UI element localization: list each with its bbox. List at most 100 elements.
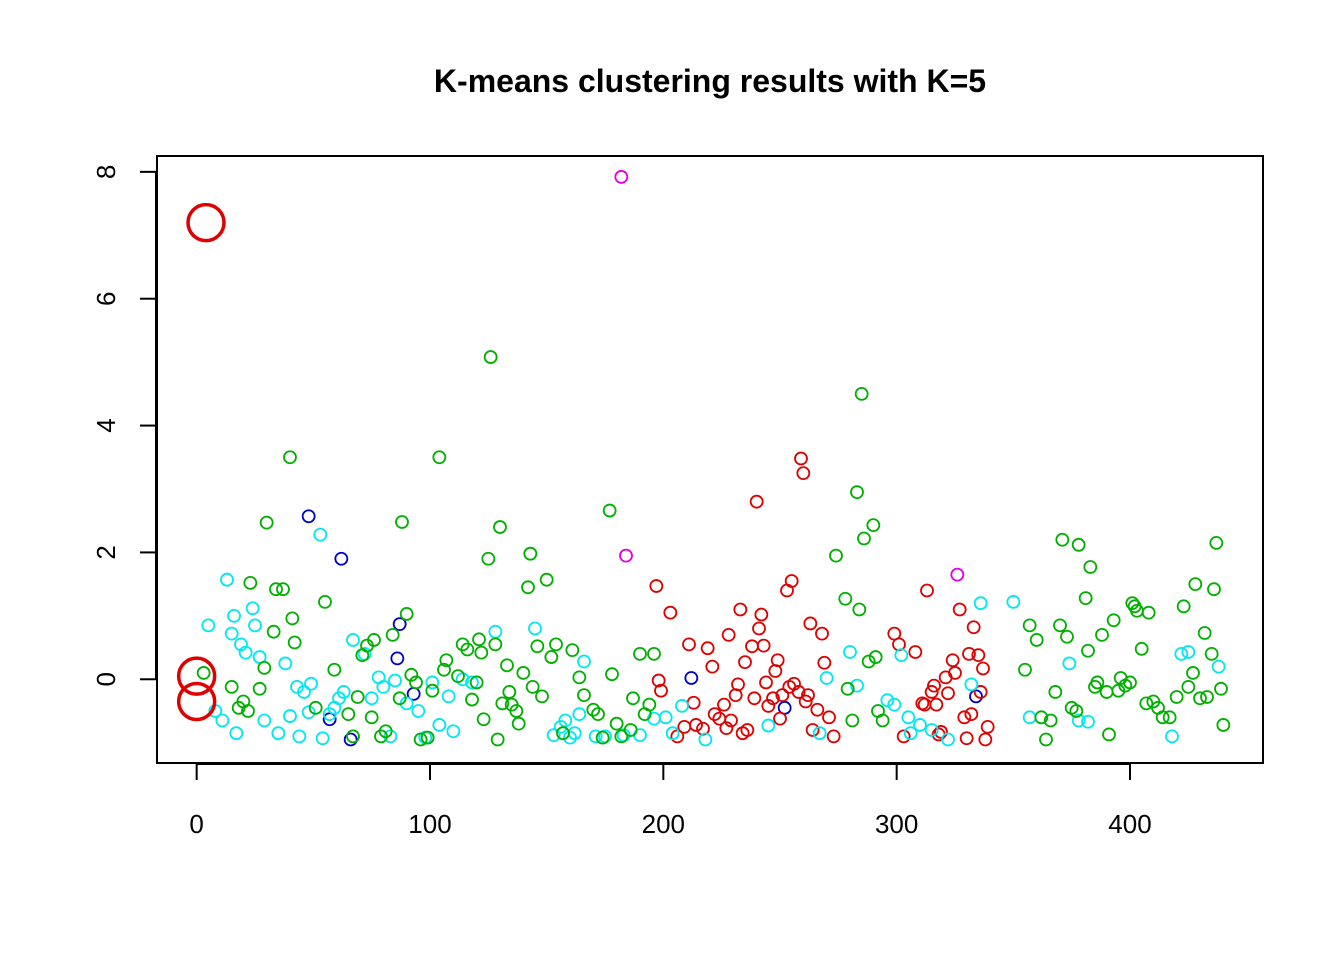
data-point-cyan bbox=[346, 633, 360, 647]
data-point-green bbox=[224, 679, 239, 694]
cluster-center-marker bbox=[186, 202, 226, 243]
data-point-red bbox=[971, 648, 986, 663]
data-point-green bbox=[367, 633, 381, 647]
data-point-red bbox=[756, 638, 771, 653]
data-point-green bbox=[460, 642, 475, 657]
data-point-green bbox=[241, 704, 255, 718]
data-point-green bbox=[642, 697, 657, 712]
data-point-green bbox=[525, 679, 540, 694]
data-point-green bbox=[481, 551, 496, 566]
data-point-green bbox=[283, 450, 297, 465]
cluster-centers bbox=[176, 202, 226, 722]
data-point-green bbox=[259, 515, 274, 530]
data-point-red bbox=[810, 702, 825, 717]
data-point-green bbox=[556, 726, 570, 741]
data-point-green bbox=[1216, 718, 1231, 732]
y-tick-label: 0 bbox=[91, 672, 121, 686]
data-point-green bbox=[609, 716, 624, 731]
data-point-red bbox=[801, 688, 815, 703]
data-point-green bbox=[1060, 629, 1074, 644]
data-point-cyan bbox=[941, 732, 955, 747]
data-point-cyan bbox=[292, 729, 307, 744]
data-point-cyan bbox=[465, 675, 479, 690]
data-point-green bbox=[285, 611, 300, 626]
data-point-green bbox=[392, 691, 407, 706]
data-point-green bbox=[1188, 577, 1203, 592]
data-point-red bbox=[677, 719, 692, 734]
y-tick-label: 6 bbox=[91, 291, 121, 305]
data-point-red bbox=[934, 725, 948, 739]
data-point-green bbox=[544, 650, 559, 664]
data-point-green bbox=[1162, 710, 1177, 725]
data-point-green bbox=[1083, 560, 1098, 574]
data-point-cyan bbox=[924, 723, 939, 737]
data-point-green bbox=[614, 729, 629, 744]
data-point-cyan bbox=[887, 697, 902, 712]
data-point-cyan bbox=[572, 707, 587, 722]
data-point-green bbox=[840, 681, 855, 696]
data-point-cyan bbox=[229, 726, 244, 741]
data-point-cyan bbox=[1181, 645, 1196, 659]
data-point-green bbox=[364, 710, 379, 725]
data-point-green bbox=[327, 662, 342, 677]
cluster-center-marker bbox=[176, 656, 217, 696]
data-point-green bbox=[1197, 626, 1212, 640]
x-tick-label: 200 bbox=[642, 809, 685, 839]
data-point-red bbox=[663, 605, 678, 620]
data-point-red bbox=[773, 711, 787, 726]
data-point-red bbox=[651, 673, 666, 688]
data-point-red bbox=[805, 723, 820, 737]
data-point-green bbox=[399, 607, 414, 621]
data-point-cyan bbox=[1062, 656, 1077, 671]
data-point-cyan bbox=[1022, 710, 1037, 725]
data-point-red bbox=[957, 710, 972, 725]
data-point-green bbox=[516, 666, 531, 680]
data-point-green bbox=[1204, 647, 1219, 661]
data-point-green bbox=[521, 580, 535, 595]
data-point-green bbox=[350, 690, 365, 704]
data-point-green bbox=[1193, 691, 1207, 706]
data-point-green bbox=[861, 654, 876, 669]
data-point-green bbox=[1029, 633, 1044, 647]
x-tick-label: 300 bbox=[875, 809, 918, 839]
data-point-green bbox=[318, 594, 332, 609]
data-point-red bbox=[796, 466, 811, 481]
x-tick-label: 0 bbox=[189, 809, 203, 839]
data-point-red bbox=[682, 637, 696, 652]
data-point-green bbox=[605, 667, 619, 682]
data-point-green bbox=[1106, 613, 1121, 628]
data-point-green bbox=[535, 689, 549, 704]
data-point-green bbox=[476, 712, 491, 727]
data-point-red bbox=[941, 686, 955, 701]
data-point-cyan bbox=[558, 713, 573, 728]
data-point-green bbox=[1053, 618, 1067, 633]
data-point-green bbox=[1141, 605, 1156, 620]
data-point-red bbox=[924, 685, 939, 699]
data-point-cyan bbox=[432, 718, 447, 732]
data-point-red bbox=[745, 639, 759, 654]
y-tick-label: 4 bbox=[91, 418, 121, 432]
data-point-blue bbox=[969, 689, 983, 704]
data-point-red bbox=[927, 678, 941, 693]
data-point-cyan bbox=[271, 726, 286, 741]
data-point-cyan bbox=[411, 704, 426, 718]
data-point-cyan bbox=[665, 726, 680, 741]
x-tick-label: 100 bbox=[408, 809, 451, 839]
data-point-cyan bbox=[364, 691, 379, 706]
data-point-green bbox=[565, 643, 580, 657]
data-point-cyan bbox=[257, 713, 272, 728]
data-point-red bbox=[766, 691, 780, 706]
data-point-green bbox=[465, 692, 479, 707]
y-tick-label: 2 bbox=[91, 545, 121, 559]
data-point-red bbox=[973, 685, 988, 699]
data-point-green bbox=[493, 520, 507, 534]
data-point-green bbox=[432, 450, 447, 465]
data-point-cyan bbox=[1081, 714, 1095, 729]
data-point-cyan bbox=[446, 724, 461, 739]
data-point-cyan bbox=[658, 710, 673, 725]
data-point-cyan bbox=[215, 713, 230, 728]
data-point-green bbox=[577, 688, 591, 703]
data-point-cyan bbox=[1071, 713, 1086, 728]
data-point-red bbox=[948, 666, 962, 680]
data-point-red bbox=[976, 661, 990, 676]
